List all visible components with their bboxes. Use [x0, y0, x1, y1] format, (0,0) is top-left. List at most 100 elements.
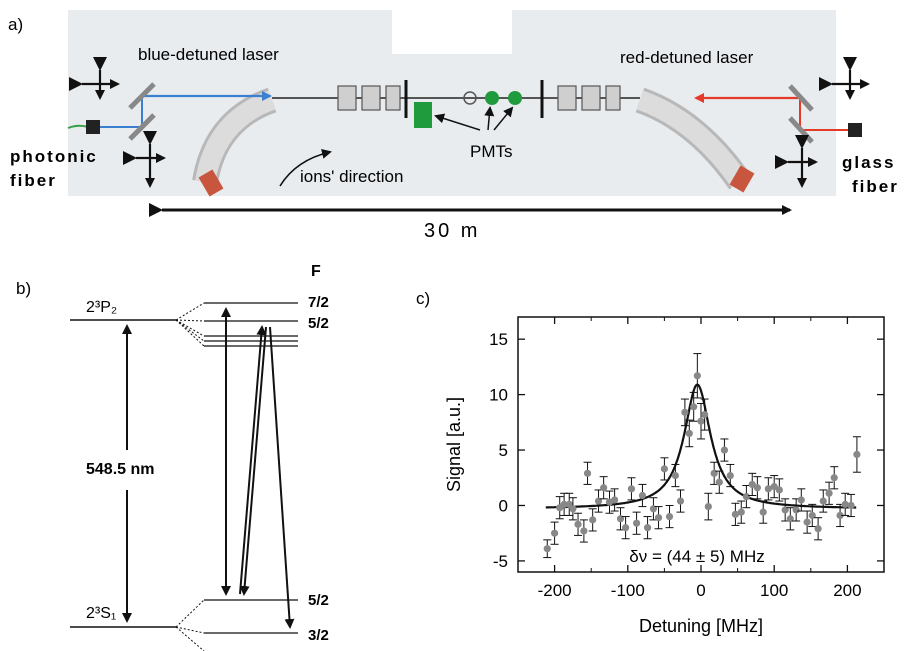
lower-state-label: 2³S₁ [86, 605, 116, 622]
data-point [690, 403, 698, 411]
scale-label: 30 m [424, 220, 480, 242]
data-point [808, 511, 816, 520]
glass-fiber-coupler [848, 123, 862, 137]
data-point [569, 505, 577, 513]
glass-fiber-label-line2: fiber [852, 177, 899, 196]
pmt-left-detector [414, 102, 432, 128]
data-point [742, 493, 750, 501]
mirror-adjust-icon-left-top [69, 57, 120, 100]
data-point [580, 527, 588, 535]
pmts-label: PMTs [470, 142, 513, 161]
data-point [841, 500, 849, 508]
mirror-adjust-icon-right-top [819, 57, 870, 100]
data-point [726, 471, 734, 480]
data-point [643, 524, 652, 532]
lower-level-label-5-2: 5/2 [308, 592, 329, 609]
data-point [543, 545, 551, 553]
data-point [792, 506, 800, 514]
data-point [764, 485, 772, 493]
data-point [574, 520, 582, 528]
data-point [560, 500, 568, 508]
detection-chamber [463, 91, 477, 105]
photonic-fiber-label-line2: fiber [10, 171, 57, 190]
panel-a: a) PMTs [8, 10, 899, 242]
blue-laser-label: blue-detuned laser [138, 45, 279, 64]
red-laser-label: red-detuned laser [620, 48, 754, 67]
upper-state-label: 2³P₂ [86, 299, 117, 316]
photonic-fiber-label-line1: photonic [10, 147, 98, 166]
panel-c-label: c) [416, 289, 430, 308]
upper-level-label-7-2: 7/2 [308, 294, 329, 311]
ring-blank [392, 10, 512, 54]
right-ion-element [729, 165, 755, 193]
y-tick-label: -5 [493, 552, 508, 571]
hf-arrow-3 [269, 326, 295, 629]
data-point [753, 484, 761, 492]
y-tick-label: 10 [489, 386, 508, 405]
blue-mirror-bottom [128, 113, 156, 141]
data-point [836, 511, 844, 520]
data-point [731, 510, 740, 518]
data-point [671, 471, 679, 480]
data-point [622, 524, 630, 532]
pmt-pointer-3 [493, 106, 514, 131]
data-point [638, 491, 647, 500]
right-bend-inner [636, 90, 749, 188]
data-point [685, 429, 693, 438]
data-point [627, 485, 636, 493]
data-point [600, 484, 608, 492]
x-tick-label: -200 [538, 581, 572, 600]
ions-direction-arrow [279, 148, 332, 187]
y-tick-label: 15 [489, 330, 508, 349]
upper-fan [175, 302, 205, 347]
data-point [589, 516, 597, 524]
left-quadrupoles [337, 85, 401, 111]
x-axis-label: Detuning [MHz] [639, 616, 763, 636]
x-tick-label: 0 [696, 581, 705, 600]
data-point [583, 469, 592, 477]
red-mirror-top [788, 84, 814, 112]
signal-chart: -200 -100 0 100 200 -5 0 5 10 15 Detuning [MHz] Sig… [444, 316, 885, 636]
data-point [704, 502, 712, 511]
lorentzian-fit-line [545, 383, 857, 509]
pmt-detector-2 [508, 91, 522, 105]
data-point [770, 483, 778, 491]
right-quadrupoles [557, 85, 621, 111]
pmt-pointer-2 [484, 106, 495, 131]
photonic-fiber-coupler [86, 120, 100, 134]
data-point [847, 501, 855, 510]
x-tick-label: -100 [611, 581, 645, 600]
ions-direction-label: ions' direction [300, 167, 403, 186]
pmt-pointer-1 [434, 113, 481, 131]
glass-fiber-label-line1: glass [842, 153, 895, 172]
panel-b-label: b) [16, 279, 31, 298]
lower-fan [175, 599, 205, 651]
data-point [654, 514, 663, 522]
data-point [830, 474, 838, 482]
data-point [660, 465, 669, 473]
y-axis-label: Signal [a.u.] [444, 397, 464, 492]
data-point [786, 515, 794, 523]
y-tick-label: 5 [499, 441, 508, 460]
upper-level-label-5-2: 5/2 [308, 315, 329, 332]
data-point [819, 497, 827, 505]
panel-c: c) -200 -100 0 100 200 -5 0 5 10 15 Detuning [MHz]… [416, 289, 885, 636]
data-point [825, 489, 833, 497]
data-point [693, 372, 701, 380]
y-tick-label: 0 [499, 496, 508, 515]
panel-a-label: a) [8, 15, 23, 34]
mirror-adjust-icon-left-bottom [123, 131, 166, 188]
data-point [665, 512, 674, 521]
data-point [632, 519, 641, 527]
wavelength-label: 548.5 nm [86, 461, 154, 478]
data-point [681, 408, 689, 416]
data-point [676, 497, 685, 505]
data-point [720, 446, 729, 454]
panel-b: b) F 2³P₂ 7/2 5/2 2³S₁ 5/2 3/2 [16, 263, 329, 651]
data-point [697, 417, 705, 425]
data-point [775, 486, 783, 494]
plot-frame [517, 316, 885, 573]
pmt-detector-1 [485, 91, 499, 105]
data-point [797, 496, 805, 504]
